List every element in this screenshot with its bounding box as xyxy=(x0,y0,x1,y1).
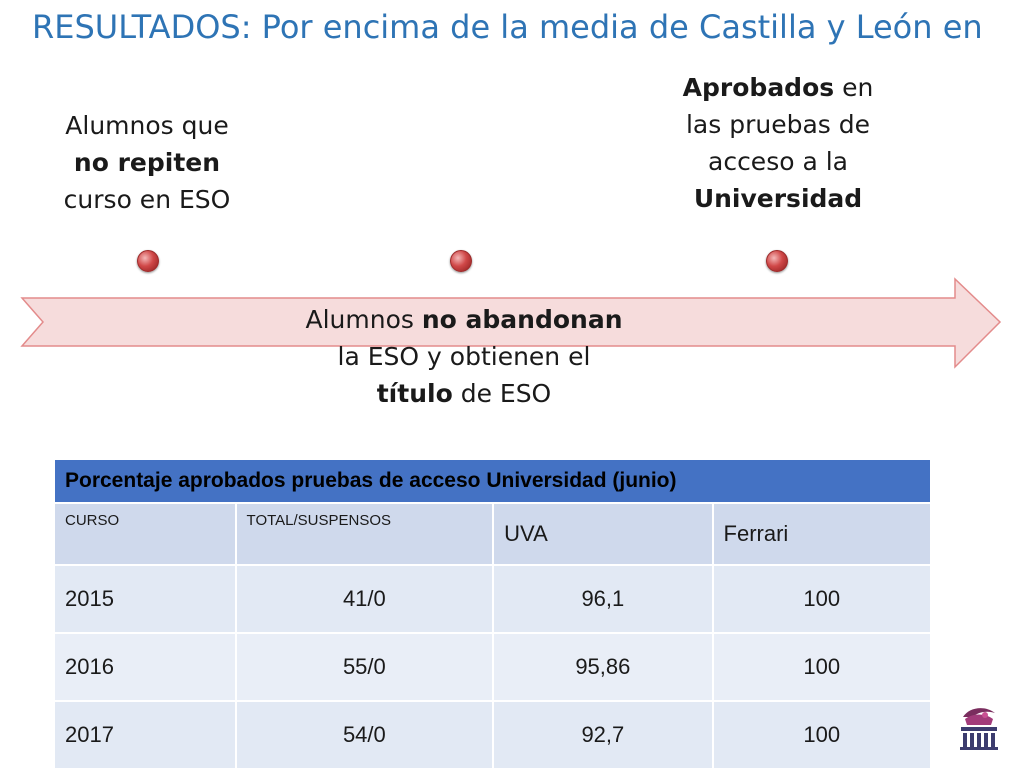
timeline-marker-3 xyxy=(766,250,788,272)
label-no-abandonan: Alumnos no abandonan la ESO y obtienen e… xyxy=(288,301,640,412)
label-right-text2: las pruebas de xyxy=(685,110,871,139)
label-right-text3: acceso a la xyxy=(708,147,848,176)
slide-title: RESULTADOS: Por encima de la media de Ca… xyxy=(32,8,983,46)
cell-ferrari: 100 xyxy=(711,632,933,702)
label-mid-bold2: título xyxy=(376,379,453,408)
cell-uva: 92,7 xyxy=(492,700,714,770)
results-table: Porcentaje aprobados pruebas de acceso U… xyxy=(53,458,933,770)
timeline-marker-1 xyxy=(137,250,159,272)
label-left-line1: Alumnos que xyxy=(65,111,229,140)
label-left-bold: no repiten xyxy=(73,148,221,177)
label-left-line3: curso en ESO xyxy=(63,185,231,214)
label-aprobados-universidad: Aprobados en las pruebas de acceso a la … xyxy=(660,69,896,217)
col-header-curso: CURSO xyxy=(53,502,237,566)
label-right-text1: en xyxy=(834,73,874,102)
col-header-total: TOTAL/SUSPENSOS xyxy=(234,502,495,566)
cell-total: 55/0 xyxy=(234,632,495,702)
cell-total: 54/0 xyxy=(234,700,495,770)
timeline-marker-2 xyxy=(450,250,472,272)
timeline-arrow-shape xyxy=(20,277,1002,369)
label-no-repiten: Alumnos que no repiten curso en ESO xyxy=(32,107,262,218)
school-logo-icon xyxy=(960,708,998,750)
label-right-bold1: Aprobados xyxy=(682,73,835,102)
table-title: Porcentaje aprobados pruebas de acceso U… xyxy=(53,458,932,504)
table-row: 2015 41/0 96,1 100 xyxy=(53,564,933,634)
cell-curso: 2015 xyxy=(53,564,237,634)
cell-ferrari: 100 xyxy=(711,700,933,770)
label-mid-text3: de ESO xyxy=(452,379,552,408)
label-mid-bold1: no abandonan xyxy=(421,305,623,334)
cell-curso: 2017 xyxy=(53,700,237,770)
table-row: 2017 54/0 92,7 100 xyxy=(53,700,933,770)
cell-curso: 2016 xyxy=(53,632,237,702)
label-mid-text1: Alumnos xyxy=(305,305,422,334)
cell-uva: 96,1 xyxy=(492,564,714,634)
timeline-arrow xyxy=(20,277,1002,369)
cell-uva: 95,86 xyxy=(492,632,714,702)
cell-ferrari: 100 xyxy=(711,564,933,634)
col-header-ferrari: Ferrari xyxy=(711,502,933,566)
cell-total: 41/0 xyxy=(234,564,495,634)
label-right-bold2: Universidad xyxy=(693,184,863,213)
label-mid-text2: la ESO y obtienen el xyxy=(337,342,591,371)
table-row: 2016 55/0 95,86 100 xyxy=(53,632,933,702)
col-header-uva: UVA xyxy=(492,502,714,566)
